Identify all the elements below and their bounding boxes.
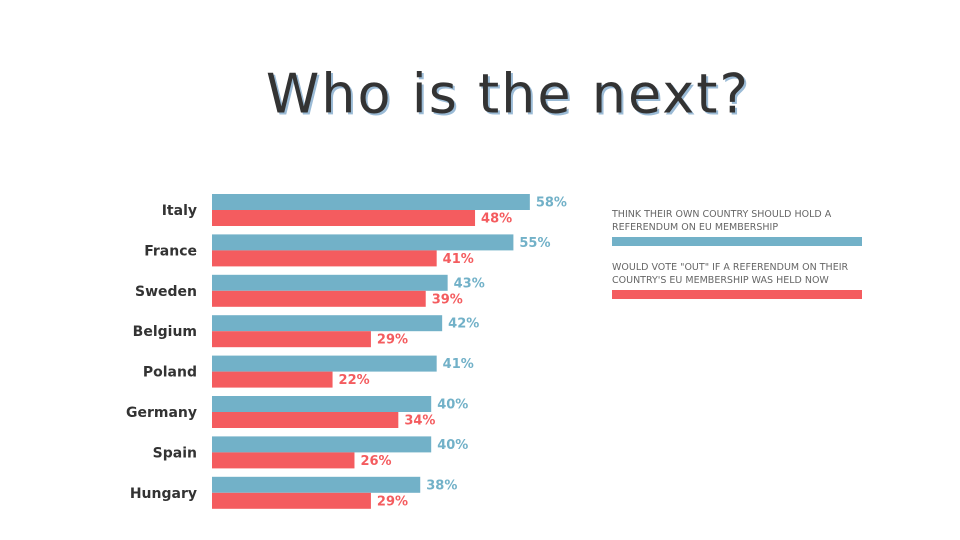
value-label: 41% [443,252,474,267]
category-label: Germany [126,405,197,421]
bar [212,331,371,348]
value-label: 40% [437,438,468,453]
value-label: 22% [339,373,370,388]
value-label: 48% [481,212,512,227]
value-label: 38% [426,478,457,493]
value-label: 58% [536,196,567,211]
bar [212,371,333,388]
category-label: Italy [162,203,197,219]
legend-text: THINK THEIR OWN COUNTRY SHOULD HOLD A RE… [612,209,832,233]
category-label: Sweden [135,284,197,300]
category-label: France [144,243,197,259]
bar [212,274,448,291]
chart-title: Who is the next? [266,63,750,126]
value-label: 41% [443,357,474,372]
bar [212,452,355,469]
category-label: Poland [143,365,197,381]
category-label: Spain [153,445,197,461]
value-label: 34% [404,414,435,429]
bar [212,234,514,251]
bar [212,315,443,332]
bar [212,210,476,226]
category-label: Hungary [130,486,197,502]
value-label: 39% [432,292,463,307]
bar [212,396,432,412]
chart-title-shadow: Who is the next? [268,65,752,128]
legend-swatch [612,237,862,246]
bar [212,355,437,372]
category-label: Belgium [133,324,197,340]
value-label: 40% [437,398,468,413]
legend-text: WOULD VOTE "OUT" IF A REFERENDUM ON THEI… [612,262,849,286]
value-label: 55% [519,236,550,251]
value-label: 26% [360,454,391,469]
bar [212,194,530,210]
bar [212,412,399,428]
value-label: 29% [377,494,408,509]
bar [212,290,426,307]
bar [212,492,371,509]
bar [212,436,432,453]
value-label: 43% [454,276,485,291]
bar [212,476,421,493]
value-label: 42% [448,317,479,332]
bar [212,250,437,267]
legend-swatch [612,290,862,299]
value-label: 29% [377,333,408,348]
